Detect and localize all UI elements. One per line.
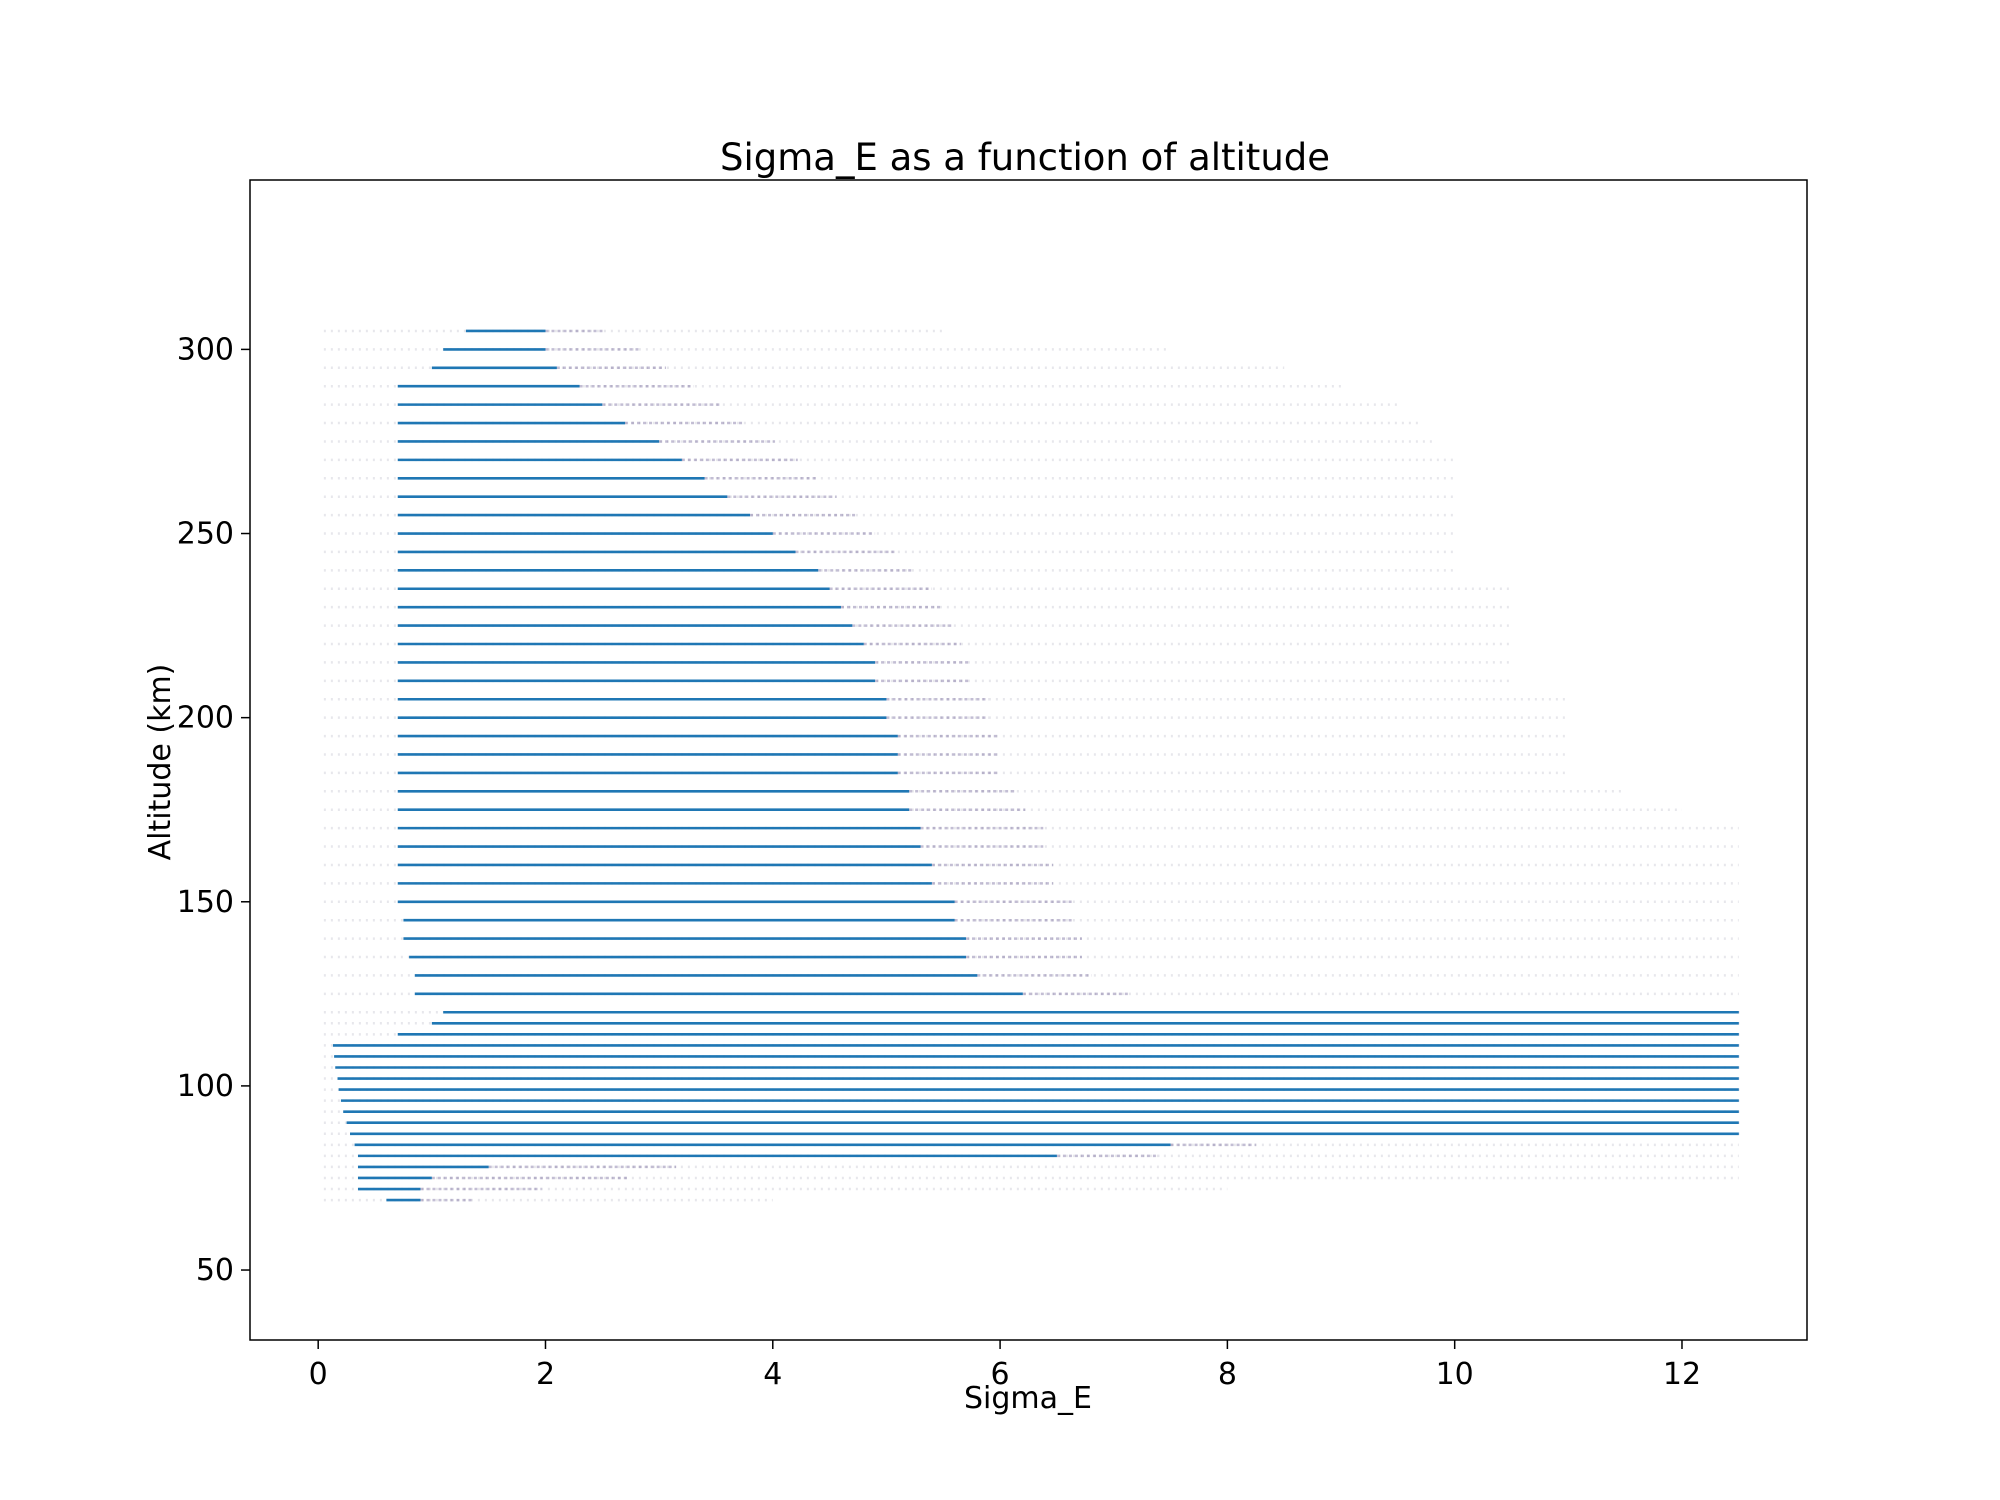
y-tick-label: 250 <box>177 517 234 552</box>
y-tick-label: 200 <box>177 701 234 736</box>
y-tick-label: 100 <box>177 1069 234 1104</box>
chart-title: Sigma_E as a function of altitude <box>720 136 1330 179</box>
x-tick-label: 8 <box>1218 1357 1237 1392</box>
x-tick-label: 10 <box>1436 1357 1474 1392</box>
x-tick-label: 0 <box>309 1357 328 1392</box>
x-axis-ticks: 0 2 4 6 8 10 12 <box>309 1340 1701 1392</box>
y-tick-label: 50 <box>196 1253 234 1288</box>
x-tick-label: 2 <box>536 1357 555 1392</box>
y-axis-label: Altitude (km) <box>143 664 178 861</box>
y-tick-label: 150 <box>177 885 234 920</box>
x-axis-label: Sigma_E <box>964 1381 1092 1416</box>
data-layer <box>323 329 1739 1202</box>
x-tick-label: 4 <box>763 1357 782 1392</box>
x-tick-label: 6 <box>991 1357 1010 1392</box>
plot-frame <box>249 179 1808 1341</box>
y-axis-ticks: 50 100 150 200 250 300 <box>177 332 250 1288</box>
x-tick-label: 12 <box>1663 1357 1701 1392</box>
y-tick-label: 300 <box>177 332 234 367</box>
